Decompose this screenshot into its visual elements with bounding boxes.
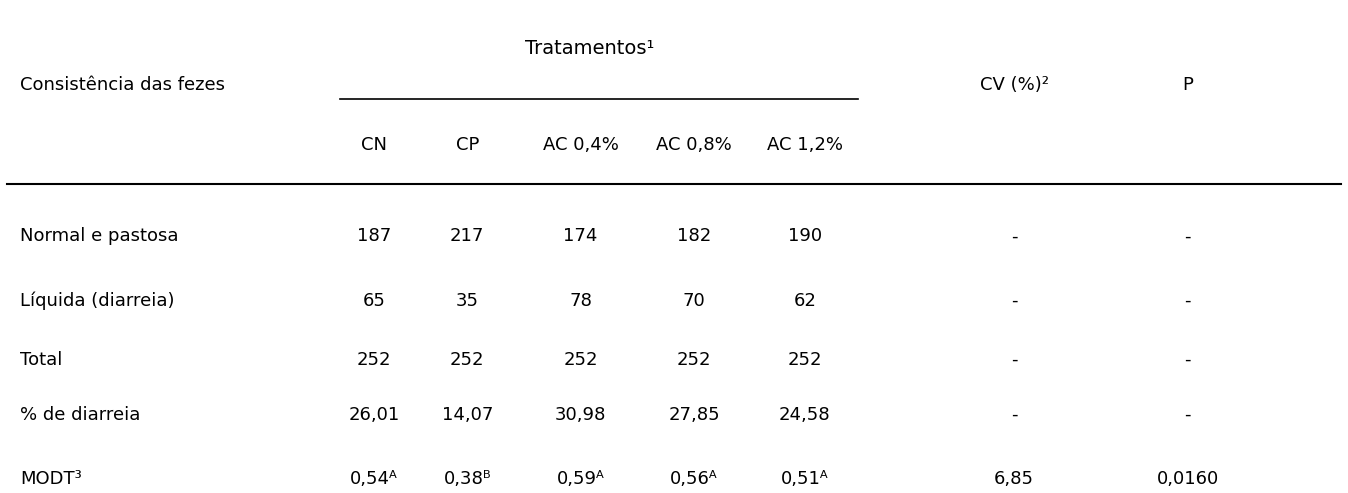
Text: 252: 252 (563, 351, 599, 369)
Text: 26,01: 26,01 (348, 406, 399, 424)
Text: 62: 62 (794, 291, 816, 310)
Text: 35: 35 (456, 291, 479, 310)
Text: 70: 70 (682, 291, 705, 310)
Text: 0,51ᴬ: 0,51ᴬ (780, 470, 829, 489)
Text: 0,56ᴬ: 0,56ᴬ (670, 470, 718, 489)
Text: 27,85: 27,85 (669, 406, 720, 424)
Text: 24,58: 24,58 (779, 406, 830, 424)
Text: CN: CN (361, 136, 387, 153)
Text: -: - (1011, 227, 1018, 246)
Text: Tratamentos¹: Tratamentos¹ (524, 39, 654, 58)
Text: 14,07: 14,07 (442, 406, 493, 424)
Text: -: - (1011, 351, 1018, 369)
Text: 187: 187 (357, 227, 391, 246)
Text: CP: CP (456, 136, 479, 153)
Text: 252: 252 (357, 351, 391, 369)
Text: Normal e pastosa: Normal e pastosa (20, 227, 179, 246)
Text: -: - (1185, 406, 1190, 424)
Text: AC 1,2%: AC 1,2% (767, 136, 842, 153)
Text: Líquida (diarreia): Líquida (diarreia) (20, 291, 175, 310)
Text: 30,98: 30,98 (555, 406, 607, 424)
Text: AC 0,8%: AC 0,8% (656, 136, 732, 153)
Text: -: - (1185, 227, 1190, 246)
Text: 190: 190 (787, 227, 822, 246)
Text: CV (%)²: CV (%)² (980, 76, 1049, 94)
Text: MODT³: MODT³ (20, 470, 82, 489)
Text: 0,0160: 0,0160 (1157, 470, 1219, 489)
Text: 217: 217 (450, 227, 484, 246)
Text: 252: 252 (677, 351, 712, 369)
Text: 182: 182 (677, 227, 712, 246)
Text: 6,85: 6,85 (995, 470, 1034, 489)
Text: 0,59ᴬ: 0,59ᴬ (557, 470, 604, 489)
Text: 252: 252 (450, 351, 484, 369)
Text: 174: 174 (563, 227, 597, 246)
Text: Total: Total (20, 351, 62, 369)
Text: Consistência das fezes: Consistência das fezes (20, 76, 225, 94)
Text: AC 0,4%: AC 0,4% (543, 136, 619, 153)
Text: -: - (1011, 406, 1018, 424)
Text: -: - (1185, 291, 1190, 310)
Text: 65: 65 (363, 291, 386, 310)
Text: % de diarreia: % de diarreia (20, 406, 140, 424)
Text: 252: 252 (787, 351, 822, 369)
Text: 78: 78 (569, 291, 592, 310)
Text: 0,38ᴮ: 0,38ᴮ (443, 470, 491, 489)
Text: P: P (1182, 76, 1193, 94)
Text: -: - (1185, 351, 1190, 369)
Text: 0,54ᴬ: 0,54ᴬ (350, 470, 398, 489)
Text: -: - (1011, 291, 1018, 310)
